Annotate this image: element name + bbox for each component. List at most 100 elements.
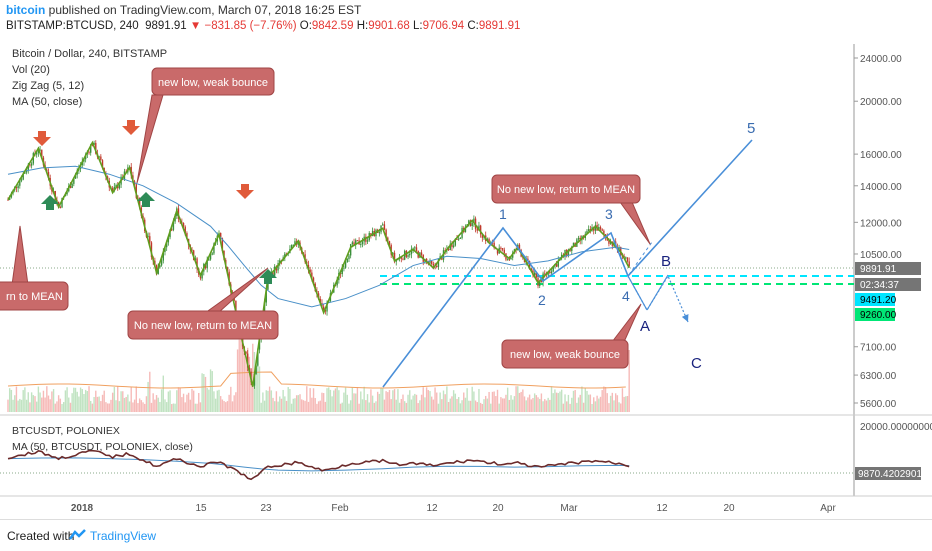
volume-bar (604, 386, 607, 412)
volume-bar (361, 399, 364, 412)
main-chart[interactable]: Bitcoin / Dollar, 240, BITSTAMP Vol (20)… (0, 36, 932, 519)
candle-body (572, 242, 575, 247)
volume-bar (130, 387, 132, 412)
volume-bar (481, 403, 484, 412)
volume-bar (517, 386, 519, 412)
volume-bar (160, 389, 163, 412)
candle-body (324, 309, 327, 312)
candle-body (312, 277, 315, 284)
candle-body (579, 237, 581, 241)
volume-bar (584, 388, 586, 412)
candle-body (454, 238, 457, 246)
volume-bar (414, 393, 416, 412)
candle-body (344, 262, 347, 268)
volume-bar (468, 400, 470, 412)
close-label: C: (467, 20, 479, 32)
volume-bar (123, 397, 126, 412)
time-tick-label: Feb (331, 503, 349, 514)
volume-bar (522, 389, 524, 412)
candle-body (213, 243, 215, 254)
candle-body (219, 232, 222, 239)
candle-body (167, 237, 170, 243)
candle-body (57, 201, 60, 208)
created-with-label: Created with (7, 529, 75, 543)
callout-text: new low, weak bounce (158, 77, 268, 89)
candle-body (535, 272, 538, 278)
volume-bar (191, 388, 193, 412)
candle-body (547, 271, 549, 275)
volume-bar (12, 399, 14, 412)
volume-bar (248, 356, 251, 412)
volume-bar (209, 369, 212, 412)
candle-body (452, 245, 455, 248)
volume-bar (15, 386, 18, 412)
callout-return-mean-3[interactable]: No new low, return to MEAN (491, 174, 651, 245)
candle-body (100, 156, 102, 161)
candle-body (111, 188, 114, 191)
volume-bar (226, 401, 229, 412)
volume-bar (525, 400, 527, 412)
callout-return-mean-1[interactable]: rn to MEAN (0, 225, 69, 311)
candle-body (599, 227, 602, 230)
volume-bar (571, 397, 573, 412)
volume-bar (252, 343, 254, 412)
volume-bar (34, 396, 36, 412)
wave-label-5: 5 (747, 120, 755, 137)
volume-bar (562, 403, 565, 412)
candle-body (393, 252, 396, 262)
candle-body (550, 271, 553, 274)
volume-ma-line (7, 371, 626, 389)
candle-body (506, 259, 509, 261)
callout-new-low-2[interactable]: new low, weak bounce (501, 303, 642, 369)
volume-bar (165, 402, 168, 412)
volume-bar (189, 399, 192, 412)
volume-bar (84, 389, 87, 412)
volume-bar (138, 398, 141, 412)
candle-body (501, 248, 504, 250)
badge-last-price-text: 9891.91 (860, 264, 897, 275)
volume-bar (532, 398, 534, 412)
price-tick-label: 5600.00 (860, 399, 897, 410)
volume-bar (169, 390, 171, 412)
volume-bar (549, 399, 551, 412)
candle-body (27, 164, 29, 171)
volume-bar (594, 401, 597, 412)
author-link[interactable]: bitcoin (6, 3, 46, 17)
volume-bar (363, 386, 365, 412)
price-tick-label: 10500.00 (860, 250, 902, 261)
wave-label-1: 1 (499, 206, 507, 222)
candle-body (425, 258, 428, 262)
candle-body (265, 289, 267, 303)
volume-bar (216, 390, 219, 412)
time-tick-label: 12 (426, 503, 438, 514)
elliott-wave-drawing[interactable] (382, 139, 753, 388)
volume-bar (387, 392, 389, 412)
tradingview-link[interactable]: TradingView (90, 529, 157, 543)
volume-bar (309, 388, 311, 412)
candle-body (456, 238, 458, 240)
candle-body (39, 149, 41, 151)
candle-body (348, 255, 350, 260)
volume-bar (297, 395, 300, 412)
callout-return-mean-2[interactable]: No new low, return to MEAN (127, 267, 279, 340)
callout-new-low-1[interactable]: new low, weak bounce (136, 67, 275, 184)
volume-bar (328, 387, 330, 412)
volume-bar (144, 403, 146, 412)
volume-bar (279, 396, 281, 412)
volume-bar (255, 360, 257, 412)
volume-bar (424, 397, 426, 412)
volume-bar (419, 400, 421, 412)
volume-bar (292, 398, 294, 412)
candle-body (468, 220, 470, 225)
time-tick-label: 2018 (71, 503, 94, 514)
wave-label-4: 4 (622, 288, 630, 304)
volume-bar (25, 399, 28, 412)
symbol-label: BITSTAMP:BTCUSD, 240 (6, 20, 139, 32)
candle-body (297, 242, 300, 245)
volume-bar (277, 401, 279, 412)
open-value: 9842.59 (311, 20, 354, 32)
volume-bar (122, 391, 124, 412)
candle-body (117, 185, 119, 189)
volume-bar (429, 391, 431, 412)
volume-bar (355, 393, 357, 412)
